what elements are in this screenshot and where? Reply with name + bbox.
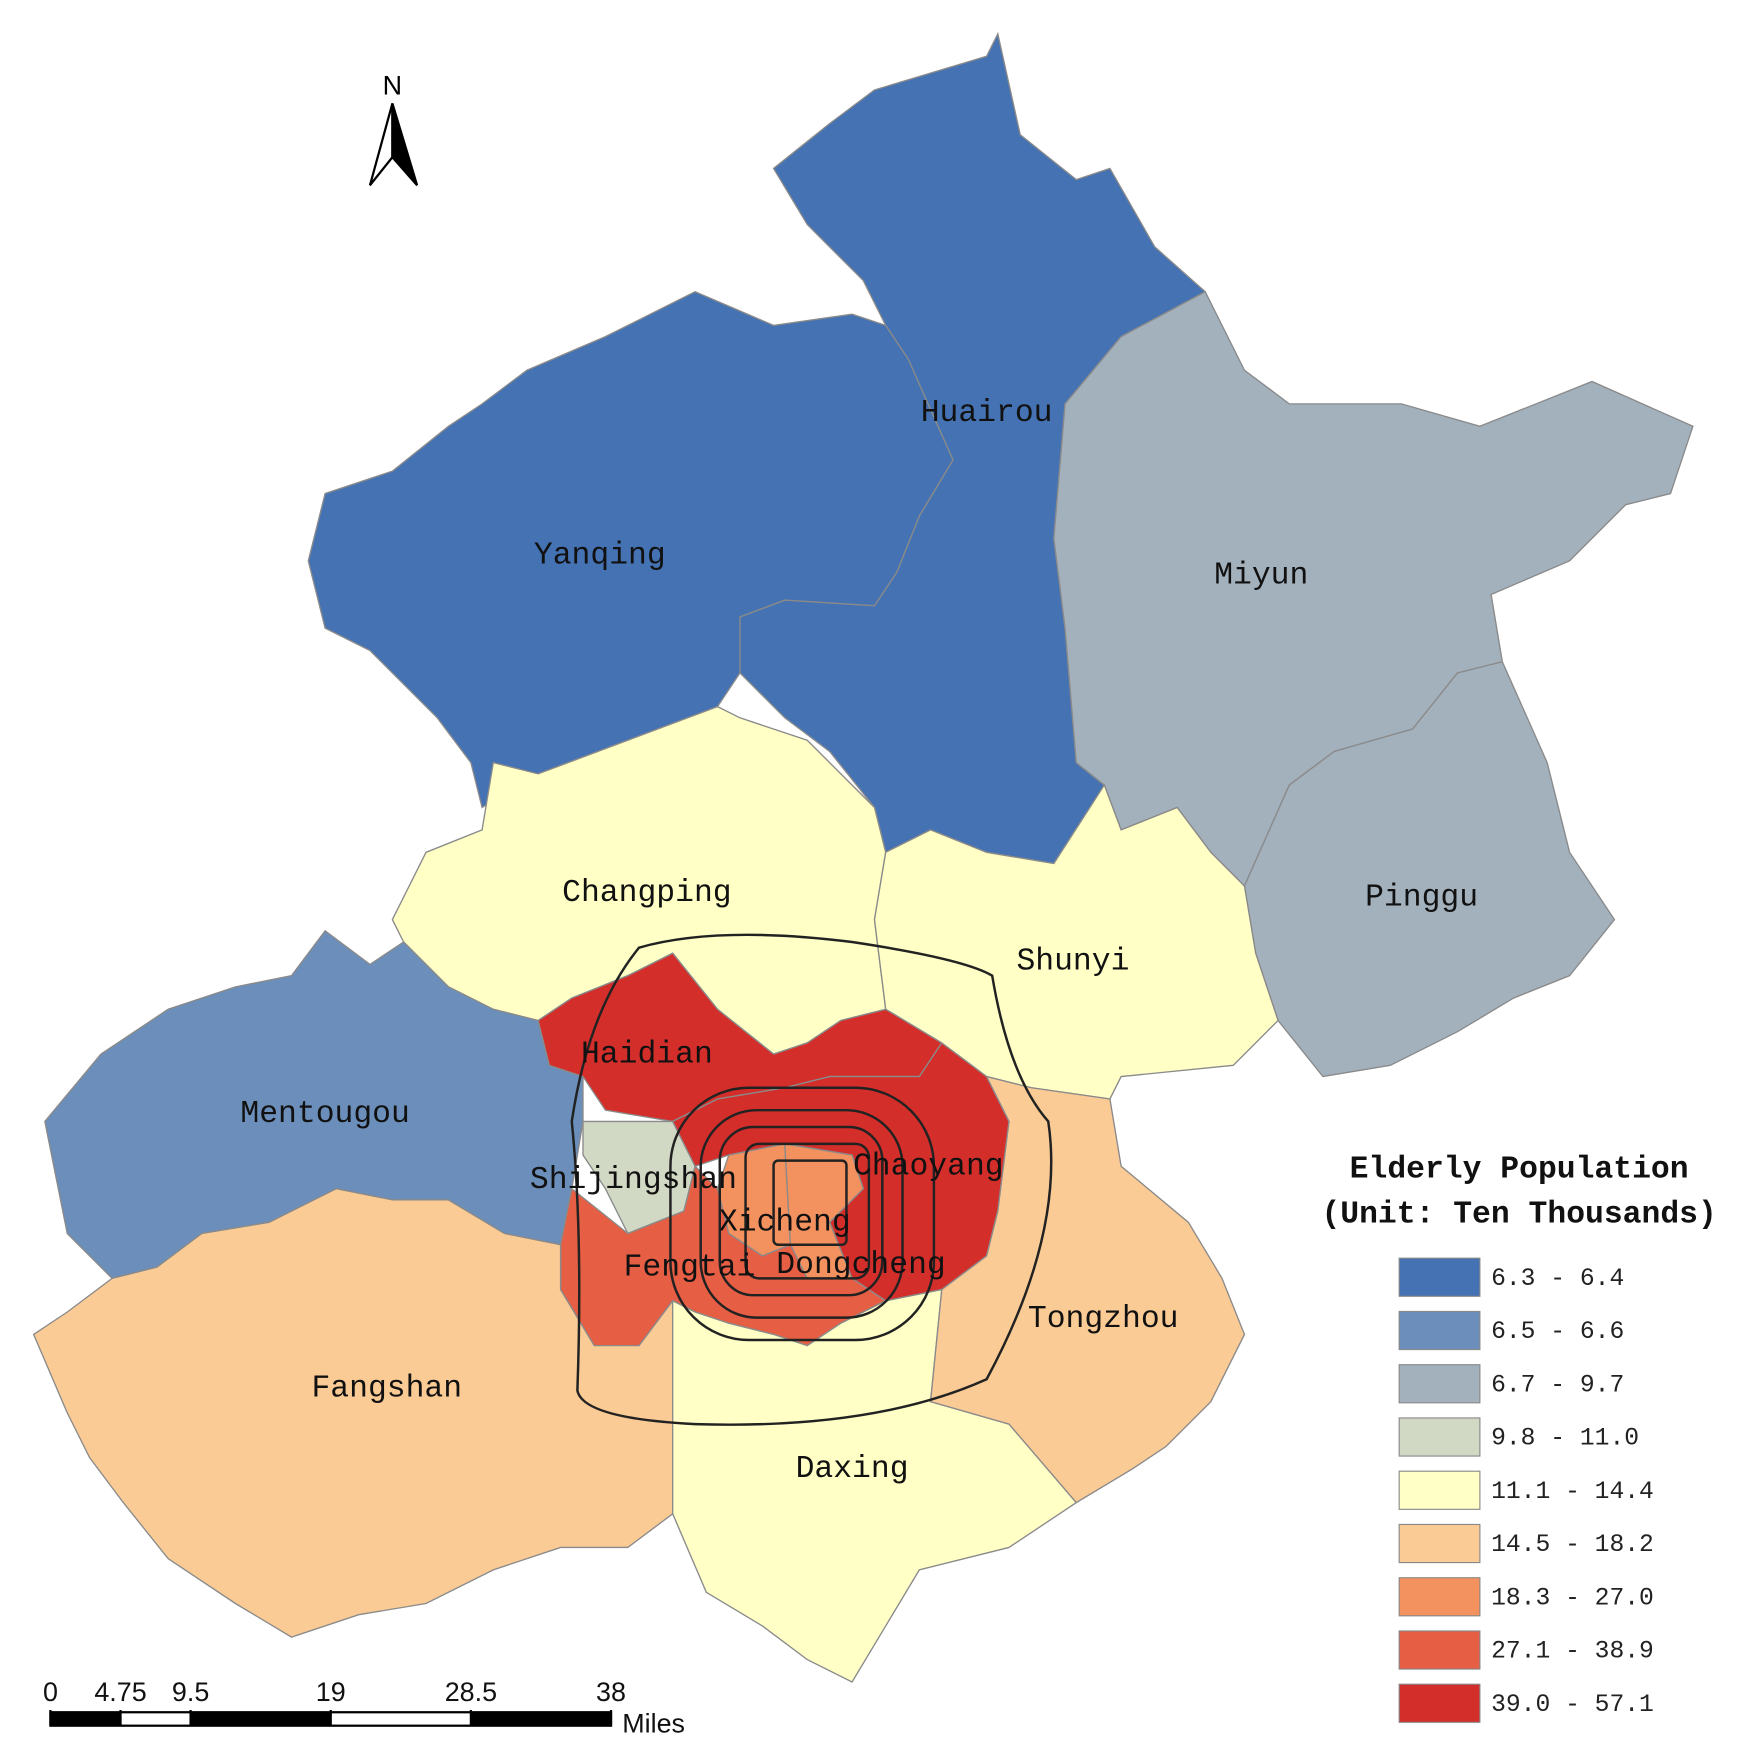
district-area: [929, 1075, 1246, 1504]
district-label: Miyun: [1214, 559, 1308, 594]
district-label: Mentougou: [240, 1097, 409, 1132]
legend-label: 18.3 - 27.0: [1491, 1584, 1654, 1612]
legend-label: 9.8 - 11.0: [1491, 1425, 1639, 1453]
legend-label: 11.1 - 14.4: [1491, 1478, 1654, 1506]
legend-swatch: [1398, 1310, 1481, 1351]
districts: [32, 31, 1694, 1683]
north-arrow-half: [368, 103, 394, 186]
legend-swatch: [1398, 1683, 1481, 1723]
ring-roads: [570, 933, 1053, 1426]
ring-road: [570, 933, 1053, 1426]
legend-swatch: [1398, 1523, 1481, 1564]
scale-label: 19: [316, 1677, 346, 1707]
district-label: Haidian: [581, 1037, 713, 1072]
legend-swatch: [1398, 1470, 1481, 1510]
scale-unit: Miles: [622, 1708, 685, 1738]
district-label: Shunyi: [1016, 944, 1129, 979]
legend-label: 27.1 - 38.9: [1491, 1638, 1654, 1666]
scale-label: 38: [596, 1677, 626, 1707]
scale-label: 28.5: [445, 1677, 497, 1707]
legend-title: (Unit: Ten Thousands): [1321, 1197, 1716, 1232]
ring-road: [718, 1125, 884, 1297]
district-area: [307, 291, 954, 809]
legend-swatch: [1398, 1417, 1481, 1457]
district-label: Huairou: [921, 396, 1053, 431]
north-arrow-half: [391, 103, 419, 187]
scale-label: 4.75: [94, 1677, 146, 1707]
legend-swatch: [1398, 1257, 1481, 1297]
district-label: Pinggu: [1365, 880, 1478, 915]
district-label: Fengtai: [624, 1250, 756, 1285]
district-label: Shijingshan: [530, 1163, 737, 1198]
district-label: Changping: [562, 876, 731, 911]
district-label: Chaoyang: [853, 1150, 1004, 1185]
district-label: Daxing: [796, 1452, 909, 1487]
district-label: Fangshan: [311, 1372, 462, 1407]
legend-label: 6.7 - 9.7: [1491, 1371, 1624, 1399]
legend-swatch: [1398, 1630, 1481, 1670]
scale-segment: [190, 1712, 331, 1726]
legend-label: 39.0 - 57.1: [1491, 1691, 1654, 1719]
ring-road: [744, 1142, 871, 1280]
legend-label: 6.5 - 6.6: [1491, 1318, 1624, 1346]
legend-swatch: [1398, 1577, 1481, 1617]
district-label: Tongzhou: [1028, 1302, 1179, 1337]
scale-segment: [470, 1712, 612, 1726]
ring-road: [699, 1108, 904, 1319]
north-arrow: N: [368, 70, 419, 187]
legend-label: 6.3 - 6.4: [1491, 1265, 1624, 1293]
district-labels: Huairou Yanqing Miyun Pinggu Changping S…: [240, 396, 1478, 1487]
ring-road: [772, 1159, 848, 1246]
district-label: Xicheng: [719, 1206, 851, 1241]
district-label: Dongcheng: [776, 1248, 945, 1283]
ring-road: [669, 1086, 936, 1342]
scale-label: 0: [43, 1677, 58, 1707]
district-label: Yanqing: [534, 539, 666, 574]
legend: Elderly Population (Unit: Ten Thousands)…: [1321, 1152, 1717, 1723]
legend-title: Elderly Population: [1350, 1152, 1689, 1187]
legend-label: 14.5 - 18.2: [1491, 1531, 1654, 1559]
north-label: N: [383, 70, 402, 100]
scale-label: 9.5: [172, 1677, 209, 1707]
scale-segment: [50, 1712, 121, 1726]
legend-swatch: [1398, 1364, 1481, 1404]
